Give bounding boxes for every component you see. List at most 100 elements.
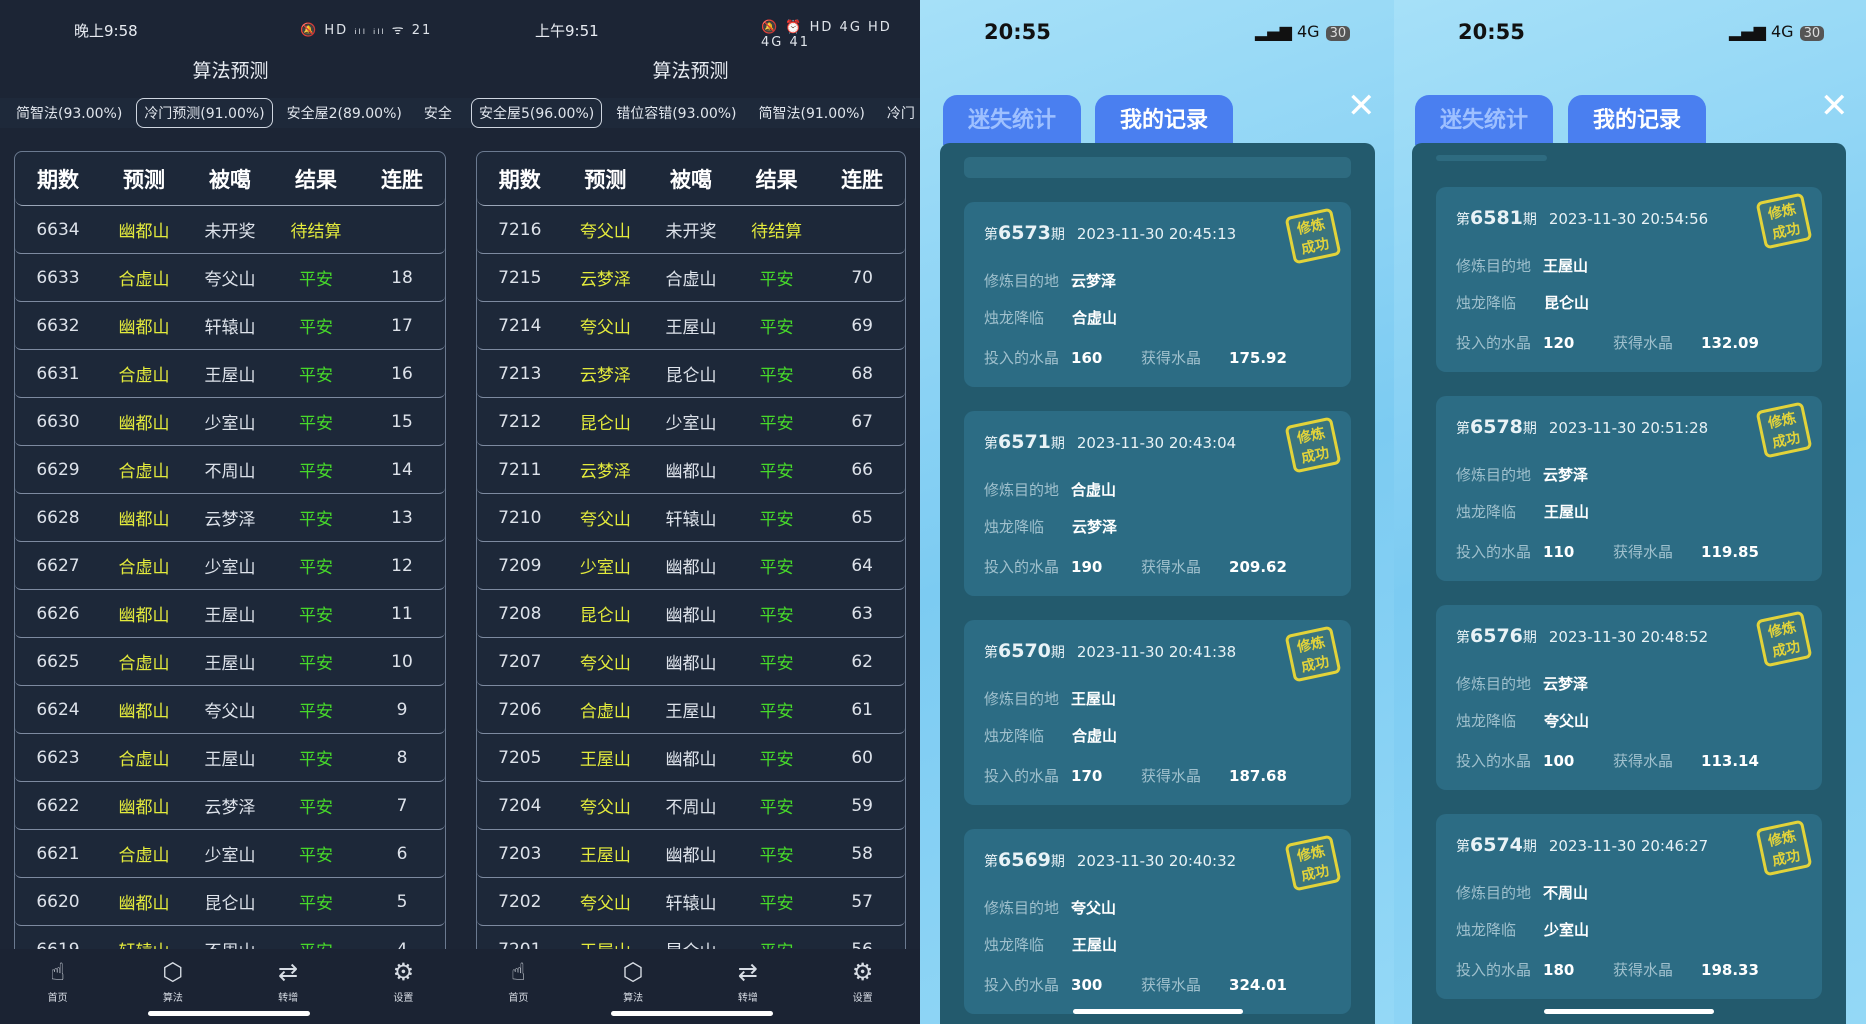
- period-prefix: 第: [984, 645, 998, 661]
- algorithm-chip[interactable]: 安全: [423, 106, 452, 122]
- algorithm-chip[interactable]: 安全屋5(96.00%): [471, 98, 603, 128]
- table-row[interactable]: 6623 合虚山 王屋山 平安 8: [15, 734, 445, 782]
- algorithm-chip[interactable]: 错位容错(93.00%): [616, 106, 737, 122]
- nav-item-首页[interactable]: ☝ 首页: [461, 949, 576, 1024]
- table-row[interactable]: 6621 合虚山 少室山 平安 6: [15, 830, 445, 878]
- bottom-nav: ☝ 首页 ⬡ 算法 ⇄ 转增 ⚙ 设置: [0, 949, 461, 1024]
- streak-cell: 65: [851, 507, 873, 528]
- home-indicator[interactable]: [1544, 1009, 1714, 1014]
- record-card[interactable]: 第6581期 2023-11-30 20:54:56 修炼目的地 王屋山 烛龙降临 昆仑山…: [1436, 187, 1822, 372]
- table-row[interactable]: 6626 幽都山 王屋山 平安 11: [15, 590, 445, 638]
- algorithm-chip[interactable]: 简智法(91.00%): [758, 106, 865, 122]
- result-cell: 平安: [759, 270, 794, 290]
- algorithm-chip-bar[interactable]: 安全屋5(96.00%) 错位容错(93.00%) 简智法(91.00%) 冷门: [461, 98, 920, 128]
- table-row[interactable]: 7214 夸父山 王屋山 平安 69: [477, 302, 905, 350]
- record-card[interactable]: 第6570期 2023-11-30 20:41:38 修炼目的地 王屋山 烛龙降临 合虚山…: [964, 620, 1351, 805]
- nav-item-设置[interactable]: ⚙ 设置: [805, 949, 920, 1024]
- tab-my-records[interactable]: 我的记录: [1568, 95, 1706, 145]
- home-indicator[interactable]: [611, 1011, 773, 1016]
- eliminated-cell: 少室山: [204, 846, 256, 866]
- close-icon[interactable]: ✕: [1820, 86, 1849, 126]
- table-row[interactable]: 6628 幽都山 云梦泽 平安 13: [15, 494, 445, 542]
- streak-cell: 17: [391, 315, 413, 336]
- nav-item-转增[interactable]: ⇄ 转增: [231, 949, 346, 1024]
- table-row[interactable]: 7203 王屋山 幽都山 平安 58: [477, 830, 905, 878]
- result-cell: 平安: [759, 846, 794, 866]
- home-indicator[interactable]: [148, 1011, 310, 1016]
- dragon-row: 烛龙降临 王屋山: [984, 934, 1117, 955]
- table-row[interactable]: 7211 云梦泽 幽都山 平安 66: [477, 446, 905, 494]
- table-row[interactable]: 6629 合虚山 不周山 平安 14: [15, 446, 445, 494]
- period-suffix: 期: [1522, 212, 1537, 228]
- close-icon[interactable]: ✕: [1347, 86, 1376, 126]
- tab-lost-stats[interactable]: 迷失统计: [943, 95, 1081, 145]
- tab-lost-stats[interactable]: 迷失统计: [1415, 95, 1553, 145]
- nav-item-算法[interactable]: ⬡ 算法: [576, 949, 691, 1024]
- period-cell: 6629: [36, 459, 80, 480]
- dest-label: 修炼目的地: [984, 272, 1060, 290]
- success-stamp: 修炼 成功: [1284, 834, 1342, 892]
- record-card[interactable]: 第6578期 2023-11-30 20:51:28 修炼目的地 云梦泽 烛龙降临 王屋山…: [1436, 396, 1822, 581]
- table-row[interactable]: 7216 夸父山 未开奖 待结算: [477, 206, 905, 254]
- eliminated-cell: 幽都山: [665, 606, 717, 626]
- period-cell: 7211: [498, 459, 542, 480]
- table-row[interactable]: 6633 合虚山 夸父山 平安 18: [15, 254, 445, 302]
- table-row[interactable]: 7215 云梦泽 合虚山 平安 70: [477, 254, 905, 302]
- crystal-row: 投入的水晶 160 获得水晶 175.92: [984, 347, 1314, 368]
- period-suffix: 期: [1050, 854, 1065, 870]
- record-card[interactable]: 第6576期 2023-11-30 20:48:52 修炼目的地 云梦泽 烛龙降临 夸父山…: [1436, 605, 1822, 790]
- record-card[interactable]: 第6574期 2023-11-30 20:46:27 修炼目的地 不周山 烛龙降临 少室山…: [1436, 814, 1822, 999]
- table-row[interactable]: 6630 幽都山 少室山 平安 15: [15, 398, 445, 446]
- record-header: 第6578期 2023-11-30 20:51:28: [1456, 416, 1708, 438]
- result-cell: 平安: [759, 750, 794, 770]
- table-row[interactable]: 6634 幽都山 未开奖 待结算: [15, 206, 445, 254]
- algorithm-chip-bar[interactable]: 简智法(93.00%) 冷门预测(91.00%) 安全屋2(89.00%) 安全: [0, 98, 461, 128]
- crystal-row: 投入的水晶 120 获得水晶 132.09: [1456, 332, 1786, 353]
- table-row[interactable]: 6627 合虚山 少室山 平安 12: [15, 542, 445, 590]
- table-row[interactable]: 7210 夸父山 轩辕山 平安 65: [477, 494, 905, 542]
- column-header: 被噶: [669, 167, 712, 192]
- algorithm-icon: ⬡: [622, 958, 644, 986]
- table-row[interactable]: 7213 云梦泽 昆仑山 平安 68: [477, 350, 905, 398]
- prediction-cell: 合虚山: [118, 462, 170, 482]
- prediction-cell: 幽都山: [118, 510, 170, 530]
- table-row[interactable]: 7202 夸父山 轩辕山 平安 57: [477, 878, 905, 926]
- table-row[interactable]: 7208 昆仑山 幽都山 平安 63: [477, 590, 905, 638]
- table-row[interactable]: 6631 合虚山 王屋山 平安 16: [15, 350, 445, 398]
- record-card[interactable]: 第6569期 2023-11-30 20:40:32 修炼目的地 夸父山 烛龙降临 王屋山…: [964, 829, 1351, 1014]
- table-row[interactable]: 6624 幽都山 夸父山 平安 9: [15, 686, 445, 734]
- signal-icon: ▂▄▆: [1255, 22, 1297, 41]
- home-indicator[interactable]: [1073, 1009, 1243, 1014]
- algorithm-chip[interactable]: 冷门预测(91.00%): [136, 98, 273, 128]
- tab-my-records[interactable]: 我的记录: [1095, 95, 1233, 145]
- nav-item-首页[interactable]: ☝ 首页: [0, 949, 115, 1024]
- table-row[interactable]: 6625 合虚山 王屋山 平安 10: [15, 638, 445, 686]
- nav-item-转增[interactable]: ⇄ 转增: [691, 949, 806, 1024]
- home-hand-icon: ☝: [50, 958, 65, 986]
- nav-item-设置[interactable]: ⚙ 设置: [346, 949, 461, 1024]
- record-card[interactable]: 第6573期 2023-11-30 20:45:13 修炼目的地 云梦泽 烛龙降临 合虚山…: [964, 202, 1351, 387]
- table-row[interactable]: 6622 幽都山 云梦泽 平安 7: [15, 782, 445, 830]
- table-row[interactable]: 7209 少室山 幽都山 平安 64: [477, 542, 905, 590]
- dest-label: 修炼目的地: [984, 899, 1060, 917]
- table-row[interactable]: 7205 王屋山 幽都山 平安 60: [477, 734, 905, 782]
- record-card[interactable]: 第6571期 2023-11-30 20:43:04 修炼目的地 合虚山 烛龙降临 云梦泽…: [964, 411, 1351, 596]
- algorithm-chip[interactable]: 简智法(93.00%): [16, 106, 123, 122]
- home-hand-icon: ☝: [511, 958, 526, 986]
- status-time: 上午9:51: [535, 22, 599, 40]
- table-row[interactable]: 7204 夸父山 不周山 平安 59: [477, 782, 905, 830]
- table-row[interactable]: 6632 幽都山 轩辕山 平安 17: [15, 302, 445, 350]
- result-cell: 平安: [759, 510, 794, 530]
- streak-cell: 16: [391, 363, 413, 384]
- column-header: 结果: [295, 167, 337, 192]
- nav-item-算法[interactable]: ⬡ 算法: [115, 949, 230, 1024]
- table-row[interactable]: 7206 合虚山 王屋山 平安 61: [477, 686, 905, 734]
- table-row[interactable]: 7207 夸父山 幽都山 平安 62: [477, 638, 905, 686]
- table-row[interactable]: 6620 幽都山 昆仑山 平安 5: [15, 878, 445, 926]
- page-title: 算法预测: [652, 60, 729, 82]
- dest-row: 修炼目的地 王屋山: [1456, 255, 1588, 276]
- period-number: 6581: [1470, 207, 1523, 229]
- algorithm-chip[interactable]: 冷门: [886, 106, 915, 122]
- table-row[interactable]: 7212 昆仑山 少室山 平安 67: [477, 398, 905, 446]
- algorithm-chip[interactable]: 安全屋2(89.00%): [286, 106, 402, 122]
